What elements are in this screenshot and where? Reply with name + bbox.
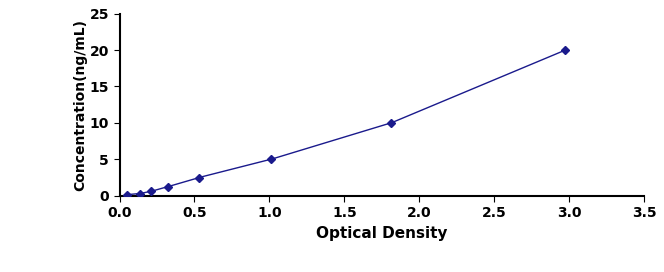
X-axis label: Optical Density: Optical Density [316,226,448,241]
Y-axis label: Concentration(ng/mL): Concentration(ng/mL) [73,19,87,191]
